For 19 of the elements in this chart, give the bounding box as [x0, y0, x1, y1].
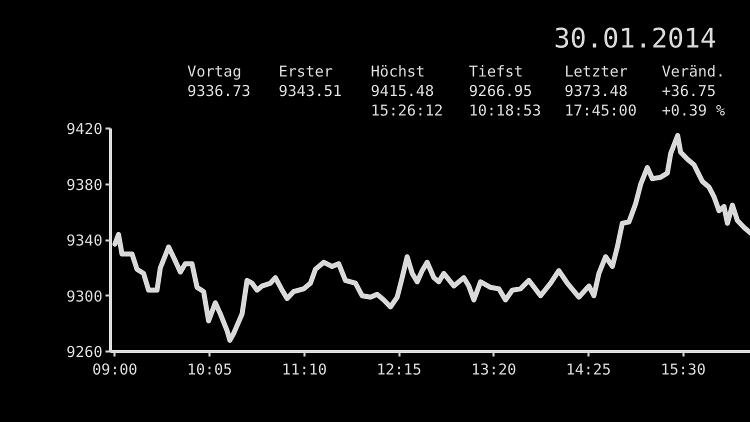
- text: Letzter 9373.48 17:45:00: [564, 62, 637, 120]
- x-tick-label: 15:30: [660, 360, 706, 378]
- y-tick-label: 9420: [66, 120, 102, 138]
- text: Erster 9343.51: [278, 62, 342, 100]
- text: Höchst 9415.48 15:26:12: [370, 62, 444, 120]
- x-tick-label: 10:05: [187, 360, 232, 378]
- chart-title: 30.01.2014: [554, 24, 716, 54]
- y-tick-label: 9340: [66, 232, 102, 250]
- x-tick-label: 11:10: [282, 360, 327, 378]
- text: Tiefst 9266.95 10:18:53: [468, 62, 542, 120]
- y-tick-label: 9380: [66, 176, 102, 194]
- text: Veränd. +36.75 +0.39 %: [662, 62, 725, 120]
- x-tick-label: 14:25: [566, 360, 612, 378]
- y-tick-label: 9260: [66, 343, 102, 361]
- text: Vortag 9336.73: [187, 62, 251, 100]
- x-tick-label: 13:20: [471, 360, 516, 378]
- x-tick-label: 09:00: [92, 360, 138, 378]
- y-tick-label: 9300: [66, 287, 102, 306]
- x-tick-label: 12:15: [376, 360, 422, 378]
